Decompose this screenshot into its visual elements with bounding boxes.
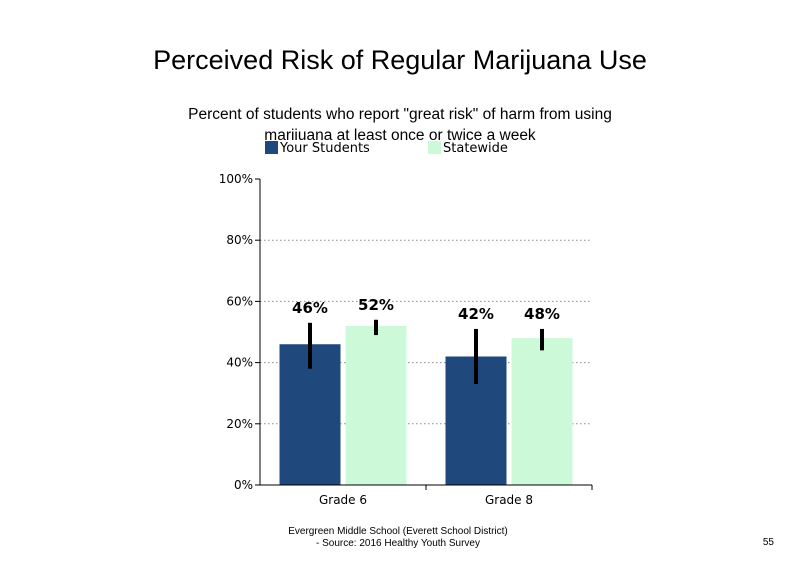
chart-subtitle: Percent of students who report "great ri… [188,106,612,140]
footer-school: Evergreen Middle School (Everett School … [288,526,508,537]
footer-source: Evergreen Middle School (Everett School … [258,526,538,550]
legend-item-statewide: Statewide [428,140,508,158]
data-label-your-students: 46% [292,299,328,317]
legend-label-your-students: Your Students [280,141,370,156]
y-tick-label: 0% [234,478,253,492]
chart-subtitle-container: Percent of students who report "great ri… [170,104,630,140]
legend-swatch-statewide [428,141,441,154]
data-label-statewide: 48% [524,305,560,323]
bar-statewide [511,338,573,485]
y-tick-label: 40% [226,356,253,370]
x-category-label: Grade 8 [485,493,533,507]
y-tick-label: 100% [219,172,253,186]
page-number: 55 [762,537,774,548]
chart-title: Perceived Risk of Regular Marijuana Use [153,45,647,75]
footer-source-line: - Source: 2016 Healthy Youth Survey [316,538,480,549]
legend-swatch-your-students [265,141,278,154]
x-category-label: Grade 6 [319,493,367,507]
legend-item-your-students: Your Students [265,140,370,158]
data-label-statewide: 52% [358,296,394,314]
data-label-your-students: 42% [458,305,494,323]
y-tick-label: 20% [226,417,253,431]
y-tick-label: 60% [226,294,253,308]
legend-label-statewide: Statewide [443,141,508,156]
y-tick-label: 80% [226,233,253,247]
bar-statewide [345,325,407,485]
